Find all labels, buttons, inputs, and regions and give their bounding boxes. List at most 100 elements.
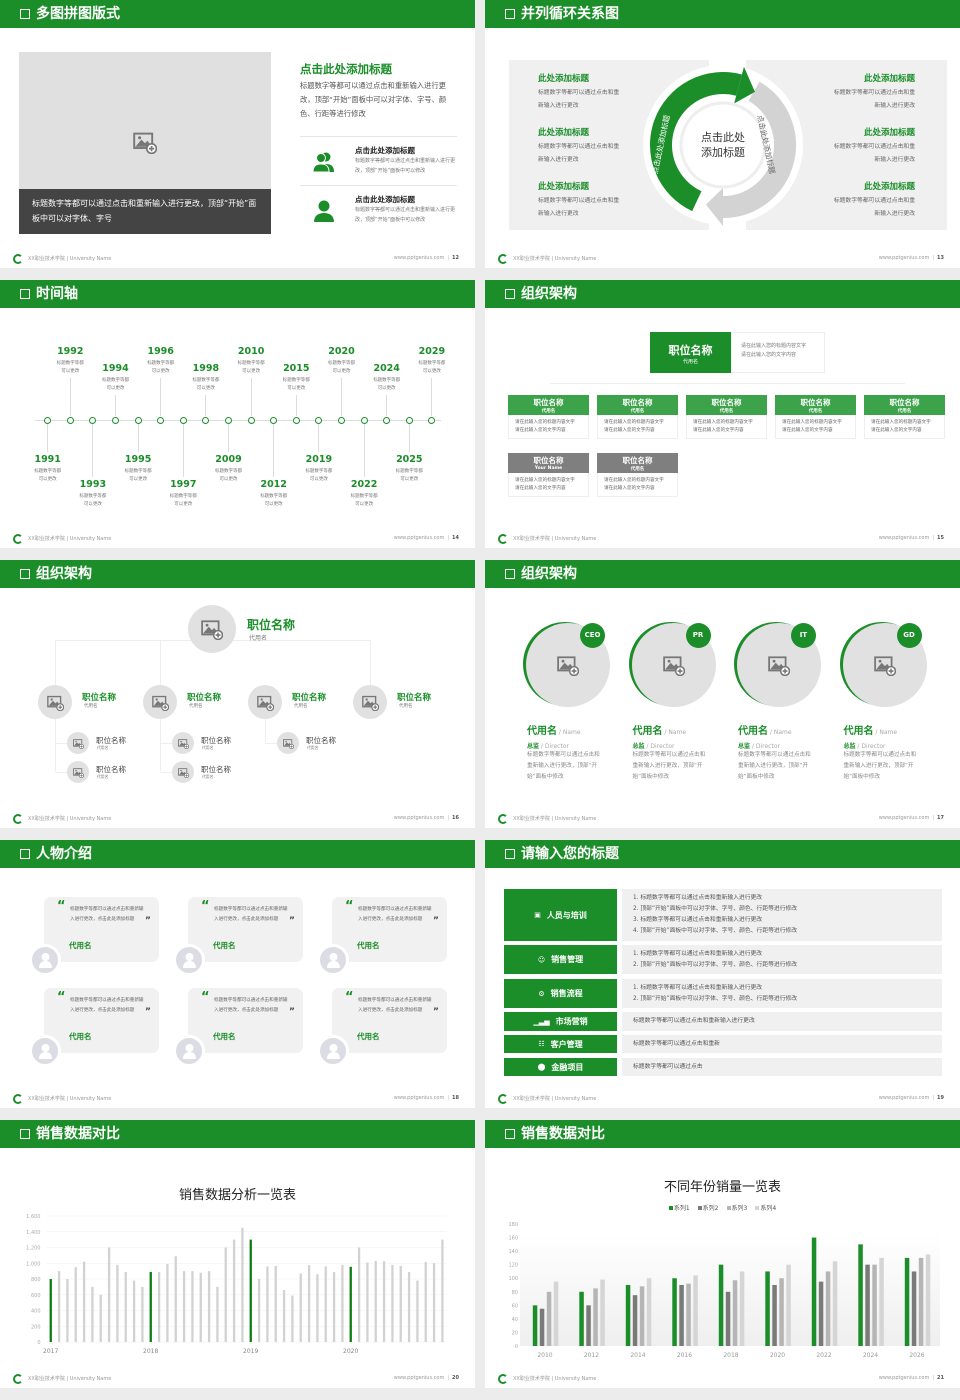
child-avatar	[67, 732, 89, 754]
detail-line: 2. 顶部“开始”面板中可以对字体、字号、颜色、行距等进行修改	[633, 906, 798, 912]
branch-title: 职位名称	[187, 693, 222, 703]
slide-header: 人物介绍	[0, 840, 475, 868]
bar	[149, 1271, 152, 1342]
timeline-node	[428, 416, 436, 424]
footer-school-name: XX职业技术学院 | University Name	[513, 1096, 597, 1102]
person-icon	[327, 1044, 340, 1059]
position-subtitle: 代用名	[808, 409, 823, 414]
checkbox-icon	[505, 849, 515, 859]
category-label[interactable]: ▁▃▅ 市场营销	[504, 1012, 617, 1031]
footer-site: www.pptgenius.com	[878, 255, 930, 261]
timeline-node	[179, 416, 187, 424]
timeline-year: 1993	[79, 479, 107, 490]
avatar	[29, 944, 61, 976]
timeline-connector	[69, 378, 71, 416]
checkbox-icon	[20, 569, 30, 579]
branch-subtitle: 代用名	[189, 704, 203, 709]
timeline-connector	[386, 395, 388, 416]
bar-1	[579, 1291, 584, 1346]
bar	[407, 1271, 411, 1342]
footer-right: www.pptgenius.com | 15	[879, 535, 944, 541]
legend-swatch	[697, 1205, 702, 1210]
page-number: 13	[937, 255, 944, 261]
gray-cycle-arrowhead	[705, 188, 723, 226]
timeline-connector	[408, 424, 410, 452]
image-placeholder-icon	[662, 656, 685, 676]
branch-title: 职位名称	[82, 693, 117, 703]
footer-right: www.pptgenius.com | 14	[394, 535, 459, 541]
y-tick-label: 60	[512, 1303, 518, 1309]
footer-right: www.pptgenius.com | 20	[394, 1375, 459, 1381]
footer-right: www.pptgenius.com | 16	[394, 815, 459, 821]
position-subtitle: 代用名	[541, 409, 556, 414]
bar-3	[732, 1280, 738, 1346]
footer-school-name: XX职业技术学院 | University Name	[28, 1096, 112, 1102]
bar-1	[765, 1271, 770, 1346]
position-title: 职位名称	[622, 398, 653, 407]
page-number: 15	[937, 535, 944, 541]
bar-1	[625, 1285, 631, 1346]
timeline-text: 标题数字等都 可以更改	[169, 494, 197, 507]
slide-title: 人物介绍	[36, 846, 92, 862]
page-number: 14	[452, 535, 459, 541]
timeline-connector	[160, 378, 162, 416]
x-tick-label: 2020	[770, 1352, 785, 1359]
process-icon: ⚙	[538, 989, 545, 998]
position-title: 职位名称	[668, 344, 713, 357]
right-item-title: 此处添加标题	[863, 128, 915, 138]
slide-title: 组织架构	[36, 566, 92, 582]
y-tick-label: 1,200	[26, 1246, 40, 1252]
timeline-node	[405, 416, 413, 424]
bar	[324, 1266, 327, 1342]
university-logo-icon	[13, 534, 23, 544]
org-connector	[55, 719, 56, 771]
footer-separator: |	[447, 1375, 450, 1381]
bar-3	[686, 1283, 691, 1346]
timeline-node	[89, 416, 97, 424]
slide-15-org-chart-boxes: 组织架构 XX职业技术学院 | University Name www.pptgen…	[485, 280, 960, 548]
category-label[interactable]: ▣ 人员与培训	[504, 889, 617, 941]
bar-3	[918, 1257, 924, 1346]
position-box-desc: 请在此输入您的标题内容文字 请在此输入您的文字内容	[597, 473, 678, 497]
bar-1	[672, 1278, 677, 1346]
timeline-text: 标题数字等都 可以更改	[282, 378, 310, 391]
bar	[207, 1271, 211, 1342]
image-placeholder-icon	[201, 620, 223, 640]
legend-item: 系列4	[755, 1203, 776, 1212]
bar-3	[593, 1288, 598, 1346]
footer-separator: |	[932, 255, 935, 261]
checkbox-icon	[20, 9, 30, 19]
y-tick-label: 1,400	[26, 1230, 40, 1236]
bar	[249, 1239, 252, 1342]
image-placeholder-icon	[557, 656, 579, 676]
category-label[interactable]: ⬤ 金融项目	[504, 1058, 617, 1076]
bar	[299, 1273, 302, 1342]
image-placeholder-icon	[151, 695, 169, 711]
bar-1	[858, 1244, 863, 1346]
y-tick-label: 80	[512, 1290, 518, 1296]
card-desc: 标题数字等都可以通过点击和重新输入进行更改，顶部“开始”面板中修改	[738, 752, 811, 780]
green-cycle-arc	[650, 72, 742, 212]
position-box-header: 职位名称 代用名	[597, 395, 678, 415]
position-box-header: 职位名称 代用名	[864, 395, 945, 415]
card-name-en: / Name	[662, 729, 687, 736]
bar-1	[904, 1257, 910, 1346]
card-role-en: / Director	[855, 743, 886, 750]
slide-17-team-cards: 组织架构 XX职业技术学院 | University Name www.pptgen…	[485, 560, 960, 828]
category-detail: 1. 标题数字等都可以通过点击和重新输入进行更改 2. 顶部“开始”面板中可以对字…	[622, 889, 942, 941]
timeline-node	[112, 416, 119, 424]
category-label[interactable]: ⚙ 销售流程	[504, 979, 617, 1008]
quote-card	[44, 988, 159, 1053]
child-title: 职位名称	[96, 765, 126, 774]
bar-3	[825, 1271, 831, 1346]
timeline-connector	[295, 395, 297, 416]
quote-card	[332, 988, 447, 1053]
bar	[182, 1271, 186, 1342]
position-title: 职位名称	[889, 398, 920, 407]
slide-13-cycle-diagram: 并列循环关系图 XX职业技术学院 | University Name www.ppt…	[485, 0, 960, 268]
detail-line: 标题数字等都可以通过点击	[633, 1063, 703, 1070]
timeline-year: 2024	[373, 363, 400, 374]
category-label[interactable]: ☺ 销售管理	[504, 945, 617, 974]
position-box-desc: 请在此输入您的标题内容文字 请在此输入您的文字内容	[686, 415, 767, 439]
category-label[interactable]: ☷ 客户管理	[504, 1035, 617, 1053]
